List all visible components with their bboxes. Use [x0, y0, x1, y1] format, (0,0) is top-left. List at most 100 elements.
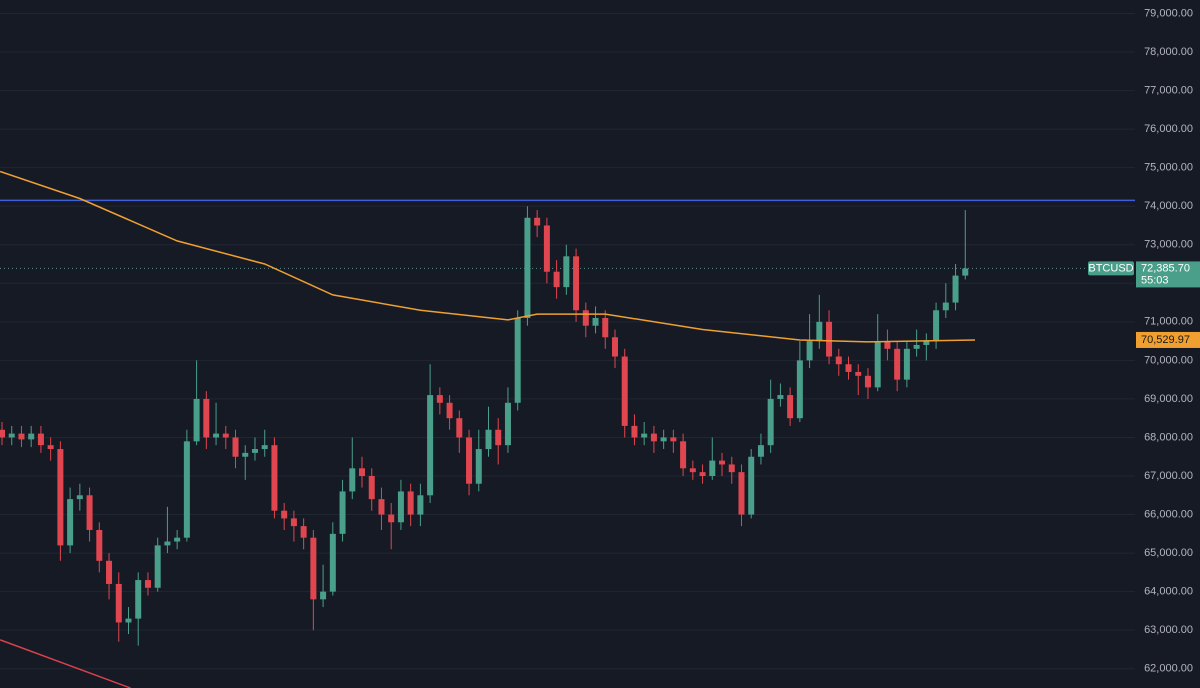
trendline	[0, 639, 131, 688]
candle-body	[495, 429, 502, 446]
candle-body	[67, 499, 74, 546]
timer-label: 55:03	[1141, 274, 1169, 286]
candle-body	[942, 302, 949, 311]
y-tick-label: 67,000.00	[1144, 470, 1193, 482]
candle-body	[923, 341, 930, 345]
candle-body	[787, 395, 794, 419]
candle-body	[709, 460, 716, 477]
candle-body	[962, 268, 969, 276]
candle-body	[359, 468, 366, 477]
y-tick-label: 71,000.00	[1144, 316, 1193, 328]
candle-body	[329, 533, 336, 592]
candle-body	[368, 476, 375, 500]
y-tick-label: 69,000.00	[1144, 393, 1193, 405]
candle-body	[213, 433, 220, 438]
candle-body	[320, 591, 327, 600]
candle-body	[154, 545, 161, 588]
y-tick-label: 73,000.00	[1144, 239, 1193, 251]
y-tick-label: 75,000.00	[1144, 162, 1193, 174]
candle-body	[261, 445, 268, 450]
candle-body	[806, 341, 813, 361]
candle-body	[553, 271, 560, 288]
y-tick-label: 64,000.00	[1144, 586, 1193, 598]
y-tick-label: 62,000.00	[1144, 663, 1193, 675]
candle-body	[466, 437, 473, 484]
candle-body	[378, 499, 385, 515]
candle-body	[767, 398, 774, 446]
candle-body	[719, 460, 726, 465]
candle-body	[0, 429, 5, 438]
candle-body	[611, 337, 618, 357]
candle-body	[748, 456, 755, 515]
candle-body	[164, 541, 171, 546]
candle-body	[300, 526, 307, 538]
candle-body	[641, 433, 648, 438]
candle-body	[28, 433, 35, 440]
candle-body	[534, 217, 541, 226]
candle-body	[436, 395, 443, 403]
candle-body	[874, 341, 881, 388]
candle-body	[18, 433, 25, 440]
candle-body	[504, 402, 511, 446]
candle-body	[903, 348, 910, 380]
candle-body	[952, 275, 959, 303]
symbol-box	[1088, 261, 1134, 276]
candle-body	[524, 217, 531, 318]
candle-body	[543, 225, 550, 272]
candle-body	[485, 429, 492, 450]
candle-body	[183, 441, 190, 538]
candle-body	[427, 395, 434, 496]
candle-body	[193, 398, 200, 442]
candle-body	[563, 256, 570, 288]
candle-body	[232, 437, 239, 457]
candle-body	[86, 495, 93, 530]
candle-body	[242, 452, 249, 457]
candle-body	[933, 310, 940, 342]
candle-body	[475, 449, 482, 484]
candle-body	[680, 441, 687, 469]
candle-body	[845, 364, 852, 372]
candle-body	[670, 437, 677, 442]
candle-body	[592, 317, 599, 326]
y-tick-label: 74,000.00	[1144, 200, 1193, 212]
y-tick-label: 76,000.00	[1144, 123, 1193, 135]
candle-body	[222, 433, 229, 438]
candle-body	[281, 510, 288, 519]
y-tick-label: 70,000.00	[1144, 354, 1193, 366]
y-tick-label: 79,000.00	[1144, 7, 1193, 19]
ma-label: 70,529.97	[1141, 334, 1190, 346]
candle-body	[349, 468, 356, 492]
candle-body	[76, 495, 83, 500]
y-tick-label: 78,000.00	[1144, 46, 1193, 58]
candle-body	[96, 529, 103, 561]
candle-body	[689, 468, 696, 473]
candle-body	[621, 356, 628, 426]
candle-body	[884, 341, 891, 349]
candle-body	[388, 514, 395, 523]
candle-body	[456, 418, 463, 438]
moving-average	[0, 170, 976, 343]
candle-body	[660, 437, 667, 442]
candle-body	[573, 256, 580, 311]
candle-body	[602, 317, 609, 338]
last-price-box	[1136, 261, 1200, 288]
candle-body	[864, 375, 871, 388]
candle-body	[144, 580, 151, 588]
candle-body	[397, 491, 404, 523]
candle-body	[174, 537, 181, 542]
ma-box	[1136, 331, 1200, 348]
candle-body	[271, 445, 278, 511]
candle-body	[650, 433, 657, 442]
candle-body	[47, 445, 54, 450]
candle-body	[339, 491, 346, 534]
candle-body	[310, 537, 317, 600]
candle-body	[913, 344, 920, 349]
candle-body	[106, 560, 113, 584]
y-tick-label: 65,000.00	[1144, 547, 1193, 559]
candle-body	[125, 618, 132, 623]
candle-body	[582, 310, 589, 326]
candle-body	[446, 402, 453, 419]
candle-body	[835, 356, 842, 365]
candle-body	[796, 360, 803, 419]
